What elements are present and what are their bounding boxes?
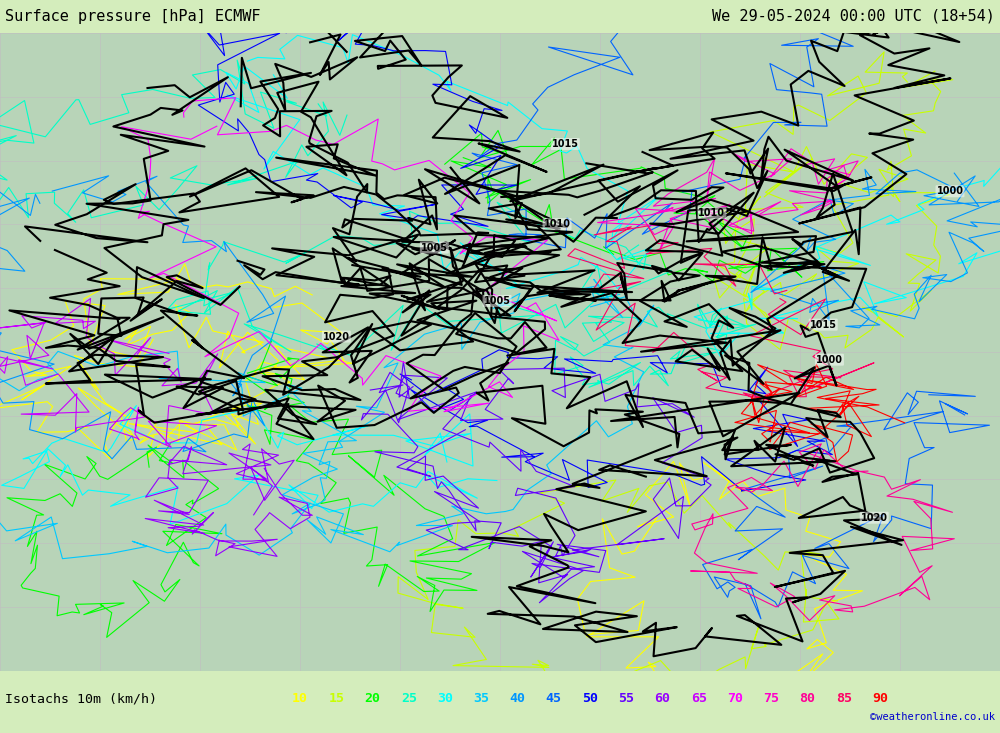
Text: 70: 70 <box>727 692 743 705</box>
Text: 45: 45 <box>546 692 562 705</box>
Text: 10: 10 <box>292 692 308 705</box>
Text: 1000: 1000 <box>816 355 843 365</box>
Text: 1005: 1005 <box>421 243 448 253</box>
Text: 15: 15 <box>328 692 344 705</box>
Text: 20: 20 <box>364 692 380 705</box>
Text: 85: 85 <box>836 692 852 705</box>
Text: Surface pressure [hPa] ECMWF: Surface pressure [hPa] ECMWF <box>5 9 260 24</box>
Text: 1015: 1015 <box>810 320 837 330</box>
Text: 1020: 1020 <box>323 331 350 342</box>
Text: 1015: 1015 <box>552 139 579 149</box>
Text: 1010: 1010 <box>698 208 725 218</box>
Text: 35: 35 <box>473 692 489 705</box>
Text: 65: 65 <box>691 692 707 705</box>
Text: 1005: 1005 <box>484 296 511 306</box>
Text: 25: 25 <box>401 692 417 705</box>
Text: Isotachs 10m (km/h): Isotachs 10m (km/h) <box>5 692 157 705</box>
Text: ©weatheronline.co.uk: ©weatheronline.co.uk <box>870 712 995 723</box>
Text: 75: 75 <box>763 692 779 705</box>
Text: 1010: 1010 <box>544 219 571 229</box>
Text: We 29-05-2024 00:00 UTC (18+54): We 29-05-2024 00:00 UTC (18+54) <box>712 9 995 24</box>
Text: 1020: 1020 <box>861 513 888 523</box>
Text: 80: 80 <box>800 692 816 705</box>
Text: 55: 55 <box>618 692 634 705</box>
Text: 90: 90 <box>872 692 888 705</box>
Text: 40: 40 <box>510 692 526 705</box>
Text: 30: 30 <box>437 692 453 705</box>
Text: 50: 50 <box>582 692 598 705</box>
Text: 60: 60 <box>655 692 671 705</box>
Text: 1000: 1000 <box>936 186 964 196</box>
